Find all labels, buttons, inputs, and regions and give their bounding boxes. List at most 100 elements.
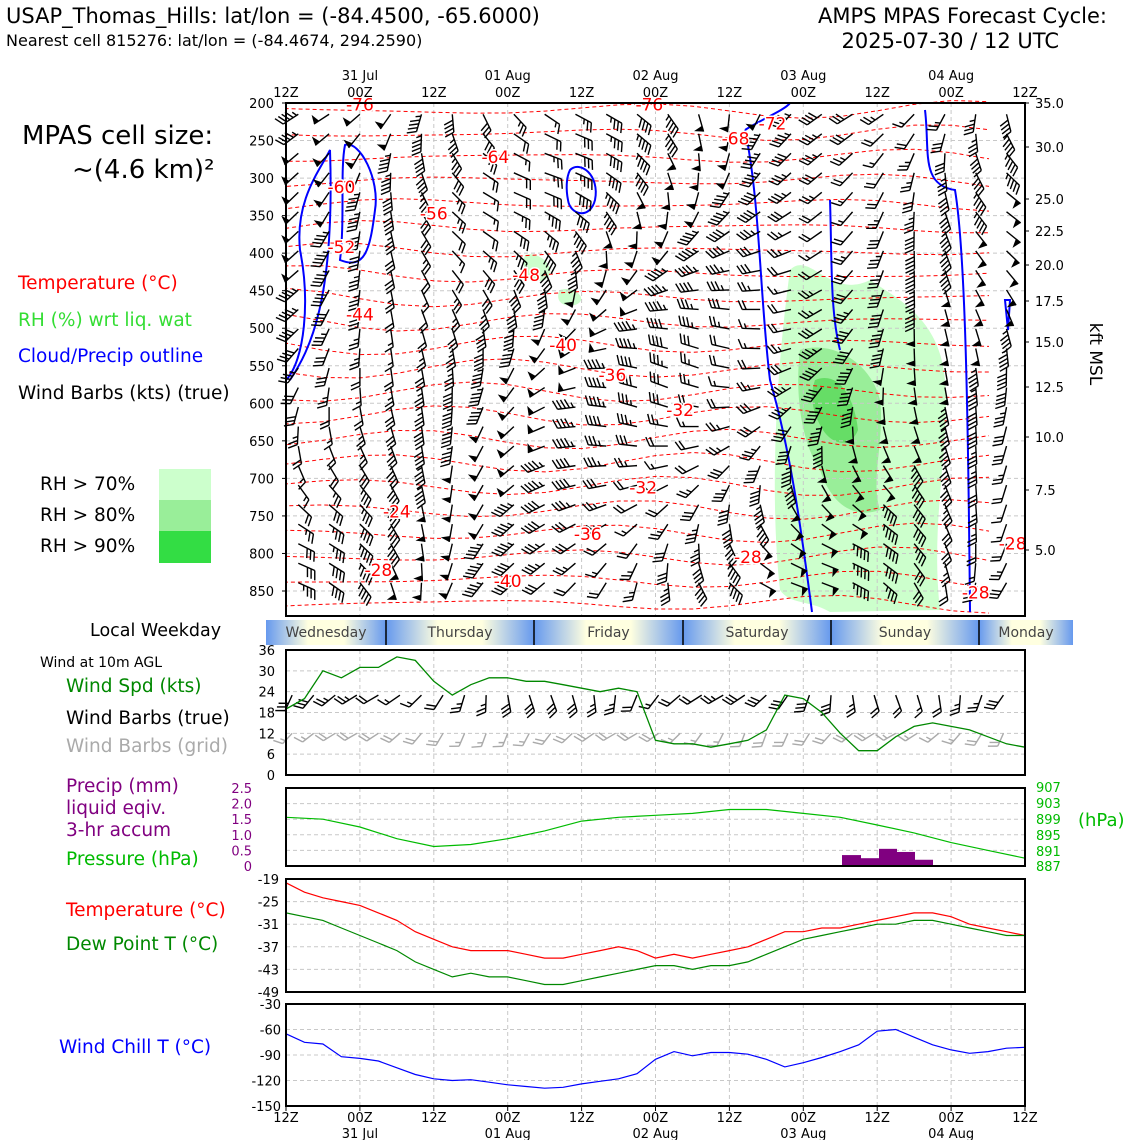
barb-half — [565, 502, 571, 508]
barb-full — [380, 186, 391, 192]
barb-full — [646, 317, 651, 328]
barb-staff — [511, 328, 515, 347]
isotherm-label: -64 — [481, 148, 509, 168]
barb-full — [524, 703, 533, 711]
barb-half — [332, 546, 335, 553]
xsec-wind-barb — [728, 582, 744, 605]
barb-half — [354, 213, 360, 216]
barb-full — [786, 498, 796, 506]
barb-full — [740, 381, 748, 391]
barb-full — [604, 707, 615, 712]
barb-staff — [636, 192, 646, 209]
barb-full — [861, 141, 871, 147]
barb-staff — [285, 348, 299, 363]
barb-full — [748, 470, 758, 473]
xsec-wind-barb — [414, 484, 426, 510]
barb-full — [934, 162, 945, 168]
barb-full — [506, 318, 516, 326]
barb-half — [589, 703, 596, 708]
xsec-wind-barb — [527, 424, 545, 435]
barb-full — [555, 480, 563, 489]
barb-staff — [882, 543, 899, 555]
barb-full — [670, 125, 677, 135]
barb-full — [830, 181, 841, 187]
barb-staff — [807, 133, 823, 146]
barb-full — [721, 529, 731, 537]
barb-staff — [999, 543, 1008, 561]
xsec-wind-barb — [736, 263, 761, 275]
barb-full — [592, 377, 597, 388]
barb-full — [717, 517, 728, 522]
barb-staff — [390, 484, 400, 502]
barb-full — [677, 241, 688, 246]
xsec-wind-barb — [790, 543, 807, 560]
barb-full — [458, 284, 464, 294]
barb-staff — [355, 211, 361, 230]
pressure-tick-label: 891 — [1036, 845, 1061, 860]
barb-flag — [906, 379, 916, 386]
barb-staff — [313, 113, 330, 125]
grid-wind-barb — [449, 733, 466, 748]
barb-staff — [681, 342, 699, 350]
barb-full — [779, 451, 790, 454]
barb-full — [916, 480, 924, 490]
barb-full — [768, 180, 778, 186]
barb-staff — [975, 465, 978, 484]
xsec-wind-barb — [384, 387, 395, 412]
barb-full — [846, 711, 856, 718]
barb-full — [678, 440, 686, 450]
barb-full — [808, 439, 819, 443]
barb-staff — [620, 504, 638, 514]
barb-full — [385, 404, 395, 412]
barb-staff — [745, 211, 761, 224]
barb-full — [967, 396, 977, 403]
barb-full — [557, 124, 561, 135]
barb-full — [531, 500, 540, 508]
barb-full — [579, 218, 584, 228]
barb-staff — [775, 386, 792, 398]
barb-full — [348, 346, 359, 351]
barb-full — [492, 180, 496, 191]
xsec-wind-barb — [374, 113, 392, 130]
barb-staff — [287, 367, 299, 384]
cloud-outline — [744, 102, 813, 613]
barb-full — [740, 281, 747, 292]
barb-full — [368, 536, 374, 547]
barb-staff — [1006, 230, 1021, 244]
barb-full — [455, 183, 462, 193]
barb-full — [552, 419, 559, 429]
barb-full — [420, 204, 429, 213]
barb-half — [449, 138, 455, 144]
barb-full — [390, 497, 398, 506]
top-date-label: 01 Aug — [485, 69, 531, 84]
xsec-wind-barb — [359, 523, 374, 547]
barb-full — [770, 388, 780, 396]
barb-staff — [878, 348, 885, 367]
xsec-wind-barb — [441, 407, 453, 430]
barb-full — [554, 523, 564, 532]
xsec-wind-barb — [563, 289, 577, 308]
barb-full — [452, 325, 461, 334]
barb-full — [888, 549, 893, 560]
xsec-wind-barb — [462, 562, 484, 579]
barb-full — [490, 259, 495, 270]
barb-full — [582, 526, 592, 534]
barb-full — [769, 123, 779, 129]
true-wind-barb — [931, 695, 942, 718]
barb-full — [503, 342, 514, 347]
barb-flag — [311, 114, 320, 125]
barb-full — [490, 162, 495, 173]
barb-full — [967, 439, 977, 446]
barb-flag — [794, 532, 804, 542]
barb-full — [576, 239, 583, 249]
barb-half — [447, 373, 453, 377]
xsec-wind-barb — [358, 465, 370, 490]
xsec-wind-barb — [346, 211, 361, 233]
barb-full — [771, 411, 781, 418]
barb-full — [405, 737, 416, 742]
xsec-wind-barb — [575, 191, 592, 212]
barb-staff — [557, 464, 576, 470]
barb-full — [798, 198, 809, 205]
barb-staff — [876, 289, 885, 308]
barb-full — [442, 392, 453, 399]
